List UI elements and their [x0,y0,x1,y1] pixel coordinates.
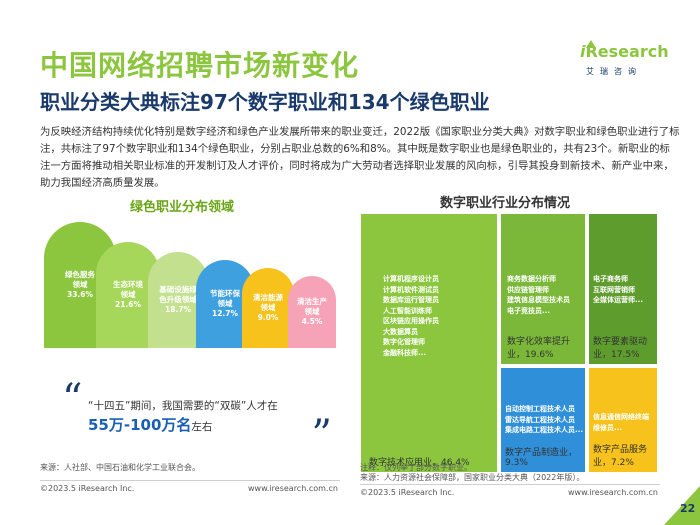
close-quote-icon: ” [311,412,332,458]
copyright-left: ©2023.5 iResearch Inc. [40,484,135,493]
callout-line2: 55万-100万名左右 [88,416,213,434]
footer-divider-right [360,484,660,485]
treemap-items-services: 信息通信网络终端 维修员... [593,413,649,432]
treemap-label-efficiency: 数字化效率提升业，19.6% [507,337,571,360]
iresearch-logo: iResearch 艾瑞咨询 [580,40,670,82]
logo-wordmark: iResearch [580,42,669,61]
right-source: 来源：人力资源社会保障部，国家职业分类大典（2022年版）。 [360,473,585,482]
treemap-cell-data-elements: 电子商务师 互联网营销师 全媒体运营师... 数字要素驱动业，17.5% [587,212,659,366]
intro-paragraph: 为反映经济结构持续优化特别是数字经济和绿色产业发展所带来的职业变迁，2022版《… [40,126,680,189]
website-link-right[interactable]: www.iresearch.com.cn [568,488,658,497]
digital-jobs-title: 数字职业行业分布情况 [440,196,571,211]
logo-tagline: 艾瑞咨询 [586,67,642,76]
treemap-label-services: 数字产品服务业，7.2% [593,445,648,468]
website-link-left[interactable]: www.iresearch.com.cn [248,484,338,493]
treemap-items-data-elements: 电子商务师 互联网营销师 全媒体运营师... [593,275,643,304]
treemap-items-tech-application: 计算机程序设计员 计算机软件测试员 数据库运行管理员 人工智能训练师 区块链应用… [383,275,439,357]
right-note: 注释：仅列举了部分数字职业。 [360,463,472,472]
treemap-cell-services: 信息通信网络终端 维修员... 数字产品服务业，7.2% [587,366,659,474]
treemap-cell-efficiency: 商务数据分析师 供应链管理师 建筑信息模型技术员 电子竞技员... 数字化效率提… [499,212,587,366]
treemap-label-manufacturing: 数字产品制造业，9.3% [505,448,578,468]
callout-line1: “十四五”期间，我国需要的“双碳”人才在 [88,400,278,412]
treemap-items-manufacturing: 自动控制工程技术人员 雷达导航工程技术人员 集成电路工程技术人员... [505,405,583,434]
arch-clean-production: 清洁生产 领域 4.5% [288,276,336,348]
open-quote-icon: “ [62,376,83,422]
corner-decoration-icon [664,486,700,525]
page-title: 中国网络招聘市场新变化 [40,49,360,82]
dual-carbon-callout: “ “十四五”期间，我国需要的“双碳”人才在 55万-100万名左右 ” [62,376,332,458]
arch-clean-energy: 清洁能源 领域 9.0% [242,268,294,348]
treemap-cell-manufacturing: 自动控制工程技术人员 雷达导航工程技术人员 集成电路工程技术人员... 数字产品… [499,366,587,474]
digital-jobs-treemap: 计算机程序设计员 计算机软件测试员 数据库运行管理员 人工智能训练师 区块链应用… [359,212,659,474]
page-number: 22 [680,502,696,515]
treemap-label-data-elements: 数字要素驱动业，17.5% [593,337,648,360]
footer-divider-left [40,480,340,481]
green-jobs-title: 绿色职业分布领域 [130,200,235,215]
treemap-cell-tech-application: 计算机程序设计员 计算机软件测试员 数据库运行管理员 人工智能训练师 区块链应用… [359,212,499,474]
green-jobs-arch-chart: 绿色服务 领域 33.6% 生态环境 领域 21.6% 基础设施绿 色升级领域 18.7% … [44,212,364,348]
copyright-right: ©2023.5 iResearch Inc. [360,488,455,497]
page-subtitle: 职业分类大典标注97个数字职业和134个绿色职业 [40,90,490,114]
treemap-label-tech-application: 数字技术应用业，46.4% [369,458,470,468]
logo-triangle-icon [586,40,596,48]
treemap-items-efficiency: 商务数据分析师 供应链管理师 建筑信息模型技术员 电子竞技员... [507,275,570,315]
left-source: 来源：人社部、中国石油和化学工业联合会。 [40,463,200,472]
